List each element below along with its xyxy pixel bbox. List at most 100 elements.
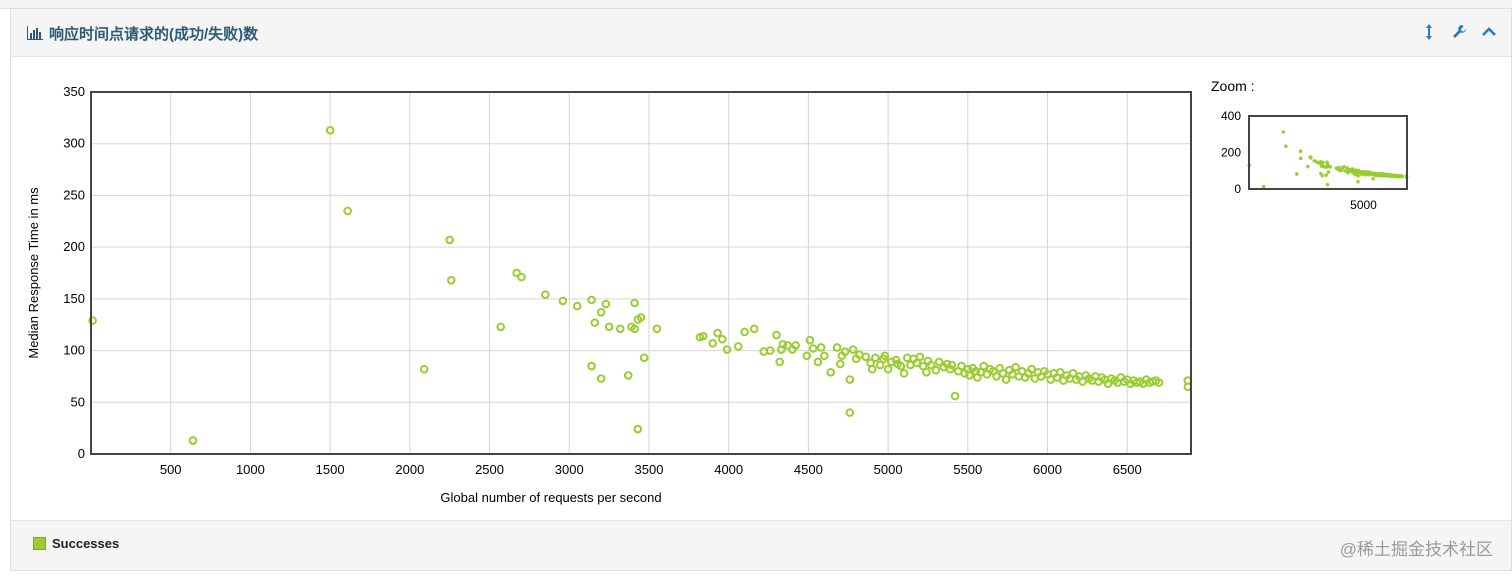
- zoom-frame: [1248, 115, 1408, 190]
- data-point: [541, 290, 550, 300]
- chevron-up-icon[interactable]: [1481, 23, 1497, 41]
- zoom-data-point: [1356, 179, 1360, 184]
- data-point: [783, 341, 792, 350]
- y-tick-label: 0: [78, 446, 85, 461]
- zoom-data-point: [1342, 165, 1347, 169]
- zoom-x-tick-label: 5000: [1350, 198, 1377, 212]
- zoom-tick-labels: 0 200 400 5000: [1221, 109, 1377, 212]
- data-point: [558, 296, 568, 306]
- data-point: [1027, 364, 1036, 374]
- legend-successes[interactable]: Successes: [33, 536, 119, 551]
- data-point: [596, 374, 606, 383]
- zoom-data-point: [1400, 174, 1405, 179]
- zoom-data-point: [1320, 173, 1325, 178]
- bar-chart-icon: [27, 26, 43, 40]
- panel-header: 响应时间点请求的(成功/失败)数: [11, 9, 1511, 57]
- data-point: [765, 346, 775, 355]
- x-axis-label: Global number of requests per second: [440, 490, 661, 505]
- data-point: [998, 369, 1008, 378]
- data-point: [623, 371, 633, 380]
- data-point: [926, 360, 936, 370]
- data-point: [445, 235, 454, 245]
- data-point: [808, 344, 818, 353]
- data-point: [718, 334, 727, 344]
- data-point: [816, 343, 826, 352]
- data-point: [587, 295, 596, 305]
- data-point: [845, 408, 855, 417]
- zoom-y-tick-label: 200: [1221, 146, 1241, 160]
- x-tick-label: 6000: [1033, 462, 1062, 477]
- data-point: [722, 345, 732, 354]
- zoom-data-point: [1295, 172, 1299, 176]
- watermark: @稀土掘金技术社区: [1339, 540, 1493, 559]
- data-point: [934, 357, 944, 367]
- wrench-icon[interactable]: [1451, 23, 1467, 41]
- data-point: [1154, 378, 1164, 387]
- plot-frame: [90, 91, 1192, 455]
- x-tick-label: 6500: [1113, 462, 1142, 477]
- zoom-data-point: [1326, 170, 1331, 174]
- data-point: [802, 351, 812, 361]
- sort-vertical-icon[interactable]: [1421, 23, 1437, 41]
- zoom-overview-chart[interactable]: Zoom : 0 200 400 5000: [1201, 71, 1421, 221]
- data-point: [912, 358, 922, 368]
- data-point: [749, 324, 759, 334]
- data-point: [604, 322, 614, 332]
- y-tick-label: 150: [63, 291, 85, 306]
- data-point: [713, 328, 722, 338]
- data-point: [957, 361, 966, 371]
- data-point: [1055, 367, 1065, 377]
- data-point: [636, 313, 646, 322]
- x-tick-label: 4500: [794, 462, 823, 477]
- data-point: [512, 268, 521, 278]
- data-point: [630, 298, 639, 308]
- y-axis-label: Median Response Time in ms: [26, 187, 41, 359]
- data-point: [778, 340, 788, 349]
- scatter-chart: 0 50 100 150 200 250 300 350 500 1000 1500 2000 250…: [26, 84, 1193, 505]
- data-point: [840, 347, 850, 356]
- y-tick-label: 250: [63, 187, 85, 202]
- data-point: [791, 341, 800, 350]
- data-point: [325, 125, 335, 135]
- data-points: [88, 125, 1193, 445]
- data-point: [832, 343, 842, 352]
- data-point: [891, 355, 901, 365]
- data-point: [419, 364, 429, 374]
- data-point: [88, 316, 97, 325]
- zoom-y-tick-label: 0: [1234, 182, 1241, 196]
- data-point: [517, 272, 526, 282]
- x-tick-label: 2000: [395, 462, 424, 477]
- data-point: [652, 324, 662, 334]
- data-point: [572, 301, 582, 311]
- y-tick-label: 200: [63, 239, 85, 254]
- data-point: [813, 357, 823, 367]
- zoom-data-point: [1306, 164, 1310, 169]
- panel-title: 响应时间点请求的(成功/失败)数: [27, 22, 258, 44]
- grid-lines: [91, 91, 1191, 455]
- zoom-data-point: [1325, 182, 1330, 187]
- data-point: [899, 369, 909, 378]
- x-tick-label: 1500: [316, 462, 345, 477]
- zoom-data-point: [1261, 184, 1266, 189]
- data-point: [772, 330, 781, 340]
- data-point: [945, 364, 955, 374]
- data-point: [615, 324, 625, 334]
- data-point: [965, 371, 974, 380]
- data-point: [639, 353, 649, 363]
- data-point: [922, 367, 931, 377]
- data-point: [845, 375, 855, 384]
- zoom-data-point: [1328, 165, 1333, 169]
- zoom-data-point: [1321, 160, 1325, 165]
- zoom-data-point: [1281, 130, 1286, 134]
- y-tick-label: 100: [63, 343, 85, 358]
- data-point: [867, 364, 877, 374]
- panel-header-icons: [1421, 23, 1497, 41]
- data-point: [861, 352, 871, 362]
- zoom-data-point: [1371, 176, 1375, 181]
- x-tick-labels: 500 1000 1500 2000 2500 3000 3500 4000 4500 5000 5…: [160, 462, 1142, 477]
- data-point: [188, 436, 198, 445]
- x-tick-label: 3000: [555, 462, 584, 477]
- y-tick-label: 300: [63, 136, 85, 151]
- x-tick-label: 2500: [475, 462, 504, 477]
- data-point: [918, 361, 928, 371]
